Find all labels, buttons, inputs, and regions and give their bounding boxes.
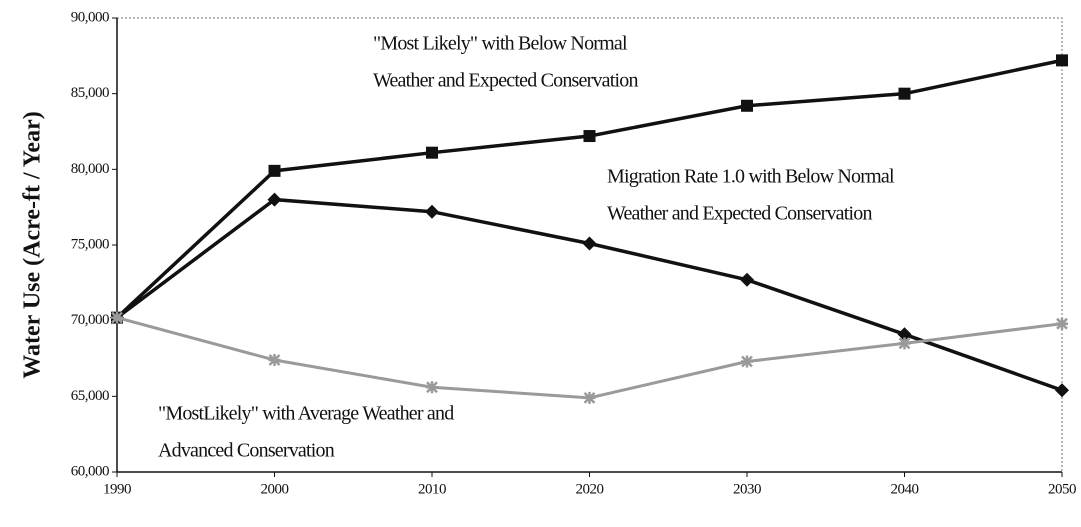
annotation: Weather and Expected Conservation — [373, 70, 638, 92]
marker — [268, 354, 281, 367]
annotation: Weather and Expected Conservation — [607, 203, 872, 225]
x-tick-label: 2000 — [261, 481, 289, 497]
marker — [1056, 54, 1068, 67]
series-line — [116, 316, 1063, 400]
y-tick-label: 90,000 — [71, 9, 109, 25]
marker — [741, 355, 753, 368]
marker — [897, 327, 912, 342]
y-tick-label: 80,000 — [71, 161, 109, 177]
y-tick-label: 60,000 — [71, 463, 109, 479]
marker — [741, 99, 753, 112]
y-tick-label: 85,000 — [71, 85, 109, 101]
x-tick-label: 1990 — [103, 481, 131, 497]
annotation: "Most Likely" with Below Normal — [373, 33, 628, 55]
marker — [426, 146, 438, 159]
annotation: Migration Rate 1.0 with Below Normal — [607, 166, 895, 188]
y-axis-label: Water Use (Acre-ft / Year) — [20, 111, 46, 378]
x-tick-label: 2030 — [733, 481, 761, 497]
y-tick-label: 75,000 — [71, 236, 109, 252]
marker — [582, 236, 597, 251]
marker — [583, 391, 596, 404]
marker — [1055, 383, 1069, 398]
plot-frame — [116, 17, 1063, 473]
x-tick-label: 2050 — [1048, 481, 1076, 497]
marker — [268, 164, 281, 177]
x-tick-label: 2010 — [418, 481, 446, 497]
marker — [267, 192, 282, 207]
x-tick-label: 2040 — [891, 481, 919, 497]
marker — [111, 311, 123, 324]
y-tick-label: 70,000 — [71, 312, 109, 328]
x-tick-label: 2020 — [576, 481, 604, 497]
y-tick-label: 65,000 — [71, 388, 109, 404]
marker — [898, 87, 911, 100]
annotation: Advanced Conservation — [158, 440, 335, 462]
marker — [898, 337, 911, 350]
annotation: "MostLikely" with Average Weather and — [158, 403, 454, 425]
series-line — [115, 58, 1063, 319]
series-line — [115, 197, 1063, 392]
marker — [426, 381, 438, 394]
marker — [740, 272, 754, 287]
marker — [583, 130, 596, 143]
marker — [1056, 317, 1068, 330]
marker — [425, 204, 439, 219]
